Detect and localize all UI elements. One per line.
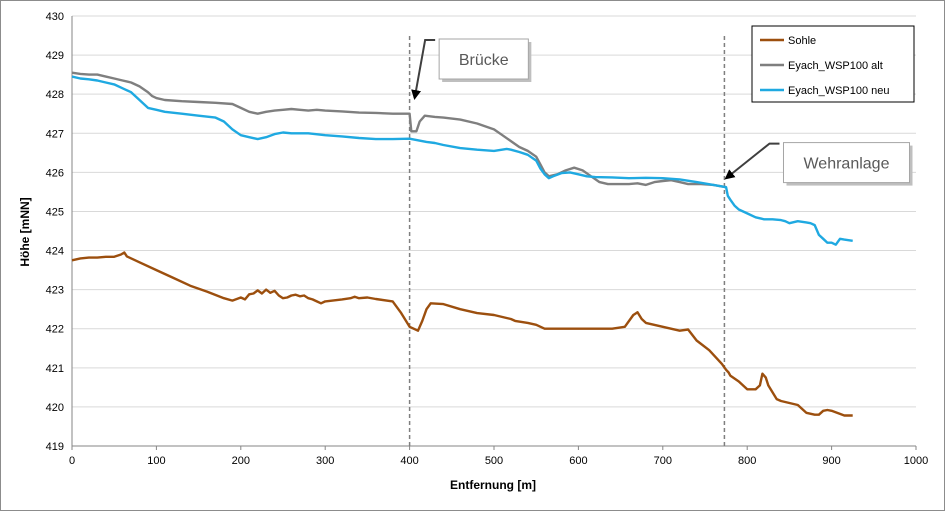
annotation-label-1: Brücke [459, 52, 509, 69]
y-tick-label: 422 [46, 324, 64, 336]
y-tick-label: 420 [46, 402, 64, 414]
x-tick-label: 400 [400, 455, 418, 467]
annotation-arrow [724, 142, 780, 180]
y-axis-label: Höhe [mNN] [18, 197, 32, 266]
x-tick-label: 0 [69, 455, 75, 467]
x-tick-label: 1000 [904, 455, 928, 467]
annotation-arrow [411, 39, 436, 101]
x-tick-label: 500 [485, 455, 503, 467]
y-tick-label: 428 [46, 89, 64, 101]
series-line-3 [71, 75, 853, 246]
vertical-markers [408, 36, 726, 446]
annotation-box [782, 142, 910, 184]
annotations: Brücke Wehranlage [411, 38, 913, 186]
annotation-box [438, 38, 529, 80]
x-tick-label: 700 [654, 455, 672, 467]
x-tick-label: 600 [569, 455, 587, 467]
legend-label-3: Eyach_WSP100 neu [788, 85, 890, 97]
y-tick-label: 426 [46, 167, 64, 179]
legend: Sohle Eyach_WSP100 alt Eyach_WSP100 neu [751, 25, 915, 103]
x-tick-label: 100 [147, 455, 165, 467]
legend-label-2: Eyach_WSP100 alt [788, 60, 883, 72]
y-tick-label: 427 [46, 128, 64, 140]
x-tick-label: 200 [232, 455, 250, 467]
y-tick-label: 430 [46, 11, 64, 23]
x-tick-label: 300 [316, 455, 334, 467]
y-tick-label: 429 [46, 50, 64, 62]
x-axis-label: Entfernung [m] [450, 478, 536, 492]
axes: 419 420 421 422 423 424 425 426 427 428 429 430 0 100… [46, 11, 929, 467]
y-tick-label: 419 [46, 441, 64, 453]
y-tick-label: 423 [46, 285, 64, 297]
series-line-2 [71, 71, 727, 189]
series-layer [71, 71, 853, 417]
y-tick-label: 421 [46, 363, 64, 375]
legend-label-1: Sohle [788, 35, 816, 47]
annotation-label-2: Wehranlage [803, 156, 889, 173]
y-tick-label: 424 [46, 246, 64, 258]
x-tick-label: 900 [822, 455, 840, 467]
x-tick-label: 800 [738, 455, 756, 467]
y-tick-label: 425 [46, 206, 64, 218]
series-line-1 [71, 251, 853, 417]
